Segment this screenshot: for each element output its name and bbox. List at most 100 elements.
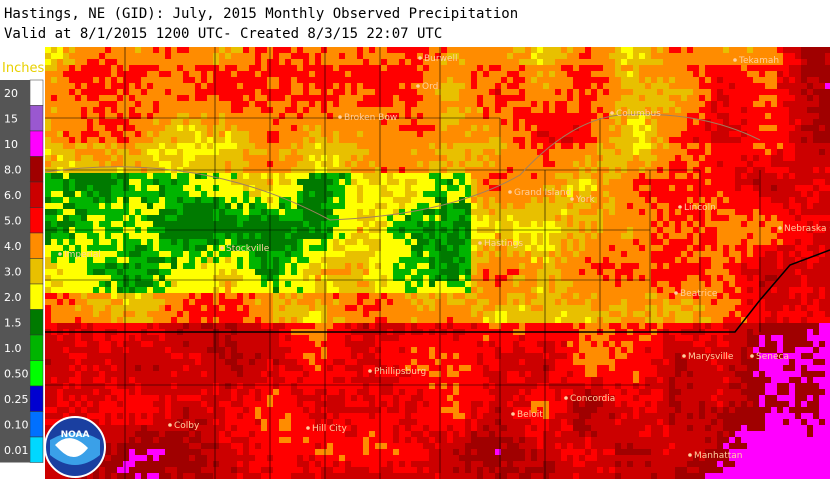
precip-cell bbox=[189, 65, 195, 71]
precip-cell bbox=[189, 155, 195, 161]
precip-cell bbox=[99, 251, 105, 257]
precip-cell bbox=[777, 185, 783, 191]
precip-cell bbox=[555, 125, 561, 131]
precip-cell bbox=[45, 101, 51, 107]
precip-cell bbox=[339, 95, 345, 101]
precip-cell bbox=[555, 251, 561, 257]
precip-cell bbox=[603, 149, 609, 155]
precip-cell bbox=[435, 113, 441, 119]
precip-cell bbox=[531, 257, 537, 263]
precip-cell bbox=[555, 203, 561, 209]
precip-cell bbox=[795, 215, 801, 221]
precip-cell bbox=[435, 155, 441, 161]
precip-cell bbox=[195, 179, 201, 185]
precip-cell bbox=[657, 125, 663, 131]
precip-cell bbox=[429, 77, 435, 83]
precip-cell bbox=[447, 149, 453, 155]
precip-cell bbox=[765, 83, 771, 89]
precip-cell bbox=[477, 47, 483, 53]
precip-cell bbox=[117, 101, 123, 107]
precip-cell bbox=[579, 83, 585, 89]
precip-cell bbox=[111, 239, 117, 245]
precip-cell bbox=[633, 107, 639, 113]
precip-cell bbox=[69, 83, 75, 89]
precip-cell bbox=[225, 173, 231, 179]
precip-cell bbox=[735, 233, 741, 239]
precip-cell bbox=[705, 167, 711, 173]
precip-cell bbox=[525, 269, 531, 275]
precip-cell bbox=[231, 47, 237, 53]
precip-cell bbox=[759, 209, 765, 215]
precip-cell bbox=[615, 149, 621, 155]
precip-cell bbox=[333, 233, 339, 239]
precip-cell bbox=[399, 143, 405, 149]
precip-cell bbox=[585, 137, 591, 143]
precip-cell bbox=[201, 179, 207, 185]
precip-cell bbox=[345, 65, 351, 71]
precip-cell bbox=[93, 83, 99, 89]
precip-cell bbox=[603, 71, 609, 77]
precip-cell bbox=[183, 71, 189, 77]
precip-cell bbox=[219, 113, 225, 119]
precip-cell bbox=[531, 263, 537, 269]
precip-cell bbox=[87, 275, 93, 281]
precip-cell bbox=[405, 119, 411, 125]
precip-cell bbox=[411, 59, 417, 65]
precip-cell bbox=[717, 137, 723, 143]
precip-cell bbox=[111, 191, 117, 197]
precip-cell bbox=[189, 179, 195, 185]
precip-cell bbox=[147, 251, 153, 257]
precip-cell bbox=[177, 149, 183, 155]
precip-cell bbox=[753, 101, 759, 107]
precip-cell bbox=[465, 251, 471, 257]
precip-cell bbox=[321, 257, 327, 263]
precip-cell bbox=[165, 107, 171, 113]
precip-cell bbox=[663, 179, 669, 185]
precip-cell bbox=[75, 161, 81, 167]
precip-cell bbox=[759, 53, 765, 59]
precip-cell bbox=[63, 239, 69, 245]
precip-cell bbox=[195, 233, 201, 239]
precip-cell bbox=[717, 119, 723, 125]
precip-cell bbox=[543, 101, 549, 107]
precip-cell bbox=[627, 137, 633, 143]
precip-cell bbox=[69, 275, 75, 281]
precip-cell bbox=[345, 161, 351, 167]
precip-cell bbox=[177, 47, 183, 53]
precip-cell bbox=[801, 203, 807, 209]
precip-cell bbox=[555, 95, 561, 101]
precip-cell bbox=[573, 47, 579, 53]
precip-cell bbox=[345, 209, 351, 215]
precip-cell bbox=[693, 185, 699, 191]
precip-cell bbox=[147, 221, 153, 227]
precip-cell bbox=[87, 113, 93, 119]
precip-cell bbox=[273, 59, 279, 65]
precip-cell bbox=[501, 269, 507, 275]
precip-cell bbox=[327, 107, 333, 113]
precip-cell bbox=[819, 125, 825, 131]
precip-cell bbox=[453, 143, 459, 149]
precip-cell bbox=[123, 203, 129, 209]
precip-cell bbox=[165, 203, 171, 209]
precip-cell bbox=[135, 53, 141, 59]
precip-cell bbox=[411, 233, 417, 239]
precip-cell bbox=[609, 47, 615, 53]
precip-cell bbox=[225, 59, 231, 65]
precip-cell bbox=[681, 83, 687, 89]
precip-cell bbox=[123, 89, 129, 95]
precip-cell bbox=[789, 113, 795, 119]
precip-cell bbox=[159, 119, 165, 125]
precip-cell bbox=[483, 197, 489, 203]
precip-cell bbox=[789, 227, 795, 233]
precip-cell bbox=[687, 191, 693, 197]
precip-cell bbox=[591, 203, 597, 209]
precip-cell bbox=[507, 71, 513, 77]
precip-cell bbox=[237, 209, 243, 215]
precip-cell bbox=[603, 257, 609, 263]
precip-cell bbox=[99, 119, 105, 125]
precip-cell bbox=[123, 197, 129, 203]
precip-cell bbox=[537, 77, 543, 83]
precip-cell bbox=[747, 245, 753, 251]
precip-cell bbox=[519, 173, 525, 179]
precip-cell bbox=[519, 239, 525, 245]
